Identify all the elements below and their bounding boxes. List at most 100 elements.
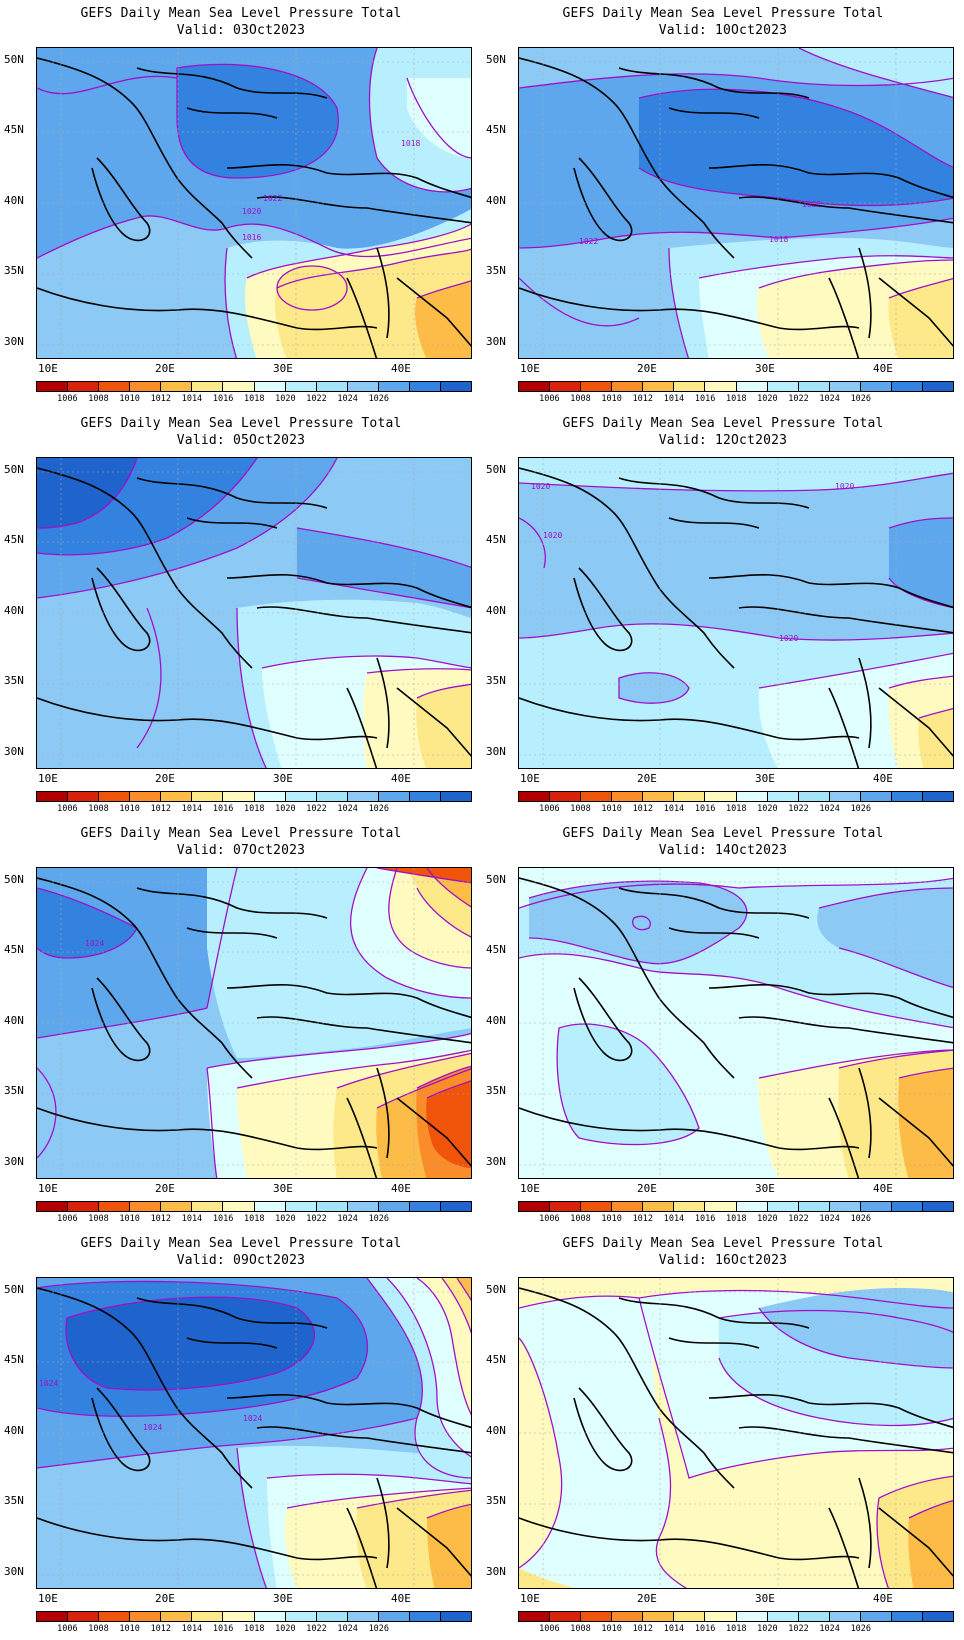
colorbar-tick-label: 1020 bbox=[757, 1624, 778, 1634]
pressure-map: 1022 1022 1018 bbox=[518, 47, 954, 359]
colorbar-swatch bbox=[612, 1612, 644, 1621]
lon-label: 40E bbox=[873, 1592, 893, 1605]
colorbar-tick-label: 1022 bbox=[306, 1214, 327, 1224]
lat-label: 40N bbox=[4, 1014, 24, 1027]
colorbar-tick-label: 1024 bbox=[819, 804, 840, 814]
colorbar-tick-label: 1018 bbox=[244, 1214, 265, 1224]
colorbar-swatch bbox=[285, 1612, 317, 1621]
colorbar-tick-label: 1014 bbox=[663, 1624, 685, 1634]
colorbar-tick-label: 1006 bbox=[57, 1214, 78, 1224]
lat-label: 50N bbox=[486, 1283, 506, 1296]
colorbar-tick-label: 1018 bbox=[726, 394, 747, 404]
colorbar-tick-label: 1026 bbox=[368, 1214, 390, 1224]
colorbar-tick-label: 1022 bbox=[788, 804, 809, 814]
colorbar-swatch bbox=[519, 1612, 551, 1621]
lat-label: 30N bbox=[4, 1565, 24, 1578]
colorbar-swatch bbox=[550, 1612, 582, 1621]
colorbar-tick-label: 1016 bbox=[212, 394, 234, 404]
colorbar-swatch bbox=[581, 382, 613, 391]
colorbar-tick-label: 1012 bbox=[632, 804, 654, 814]
colorbar-tick-label: 1020 bbox=[275, 394, 296, 404]
colorbar-tick-label: 1018 bbox=[244, 804, 265, 814]
colorbar-swatch bbox=[923, 1612, 954, 1621]
colorbar-tick-label: 1022 bbox=[788, 1214, 809, 1224]
colorbar-tick-label: 1016 bbox=[694, 804, 716, 814]
colorbar-tick-label: 1026 bbox=[368, 804, 390, 814]
colorbar-swatch bbox=[767, 1612, 799, 1621]
colorbar-tick-label: 1010 bbox=[601, 394, 622, 404]
pressure-map bbox=[518, 867, 954, 1179]
colorbar-swatch bbox=[130, 1202, 162, 1211]
lon-label: 10E bbox=[38, 772, 58, 785]
colorbar-swatch bbox=[192, 382, 224, 391]
lon-label: 30E bbox=[273, 1592, 293, 1605]
colorbar-tick-label: 1024 bbox=[337, 394, 358, 404]
colorbar-tick-label: 1022 bbox=[306, 1624, 327, 1634]
lat-label: 35N bbox=[486, 1494, 506, 1507]
colorbar-swatch bbox=[519, 382, 551, 391]
colorbar-swatch bbox=[68, 1612, 100, 1621]
colorbar-swatch bbox=[161, 382, 193, 391]
lat-label: 35N bbox=[4, 1494, 24, 1507]
colorbar-swatch bbox=[798, 1202, 830, 1211]
colorbar-tick-label: 1020 bbox=[275, 1624, 296, 1634]
colorbar-tick-label: 1026 bbox=[368, 1624, 390, 1634]
colorbar bbox=[518, 1611, 954, 1622]
map-panel-03oct: GEFS Daily Mean Sea Level Pressure Total… bbox=[0, 0, 482, 410]
colorbar-swatch bbox=[860, 1612, 892, 1621]
colorbar-tick-label: 1010 bbox=[119, 804, 140, 814]
lat-label: 30N bbox=[486, 1565, 506, 1578]
contour-label: 1024 bbox=[39, 1379, 58, 1388]
colorbar-swatch bbox=[254, 382, 286, 391]
colorbar-swatch bbox=[409, 382, 442, 391]
lat-label: 50N bbox=[4, 463, 24, 476]
colorbar-tick-label: 1010 bbox=[119, 394, 140, 404]
colorbar-swatch bbox=[347, 1612, 379, 1621]
lat-label: 50N bbox=[486, 463, 506, 476]
lat-label: 50N bbox=[4, 873, 24, 886]
colorbar-tick-label: 1006 bbox=[539, 1624, 560, 1634]
colorbar-swatch bbox=[550, 382, 582, 391]
colorbar-swatch bbox=[736, 382, 768, 391]
map-panel-05oct: GEFS Daily Mean Sea Level Pressure Total… bbox=[0, 410, 482, 820]
colorbar-swatch bbox=[891, 382, 924, 391]
colorbar-tick-label: 1018 bbox=[244, 394, 265, 404]
colorbar-swatch bbox=[441, 792, 472, 801]
lat-label: 30N bbox=[486, 745, 506, 758]
colorbar-tick-label: 1010 bbox=[119, 1214, 140, 1224]
colorbar-tick-label: 1014 bbox=[181, 394, 203, 404]
colorbar-tick-label: 1008 bbox=[88, 1624, 109, 1634]
map-panel-14oct: GEFS Daily Mean Sea Level Pressure Total… bbox=[482, 820, 964, 1230]
colorbar-swatch bbox=[254, 792, 286, 801]
colorbar-tick-label: 1008 bbox=[570, 804, 591, 814]
colorbar-tick-label: 1010 bbox=[601, 804, 622, 814]
contour-label: 1020 bbox=[242, 207, 261, 216]
lat-label: 35N bbox=[486, 674, 506, 687]
lon-label: 10E bbox=[520, 772, 540, 785]
lon-label: 20E bbox=[155, 362, 175, 375]
colorbar-tick-label: 1020 bbox=[757, 804, 778, 814]
map-panel-16oct: GEFS Daily Mean Sea Level Pressure Total… bbox=[482, 1230, 964, 1640]
colorbar-tick-label: 1016 bbox=[212, 1214, 234, 1224]
colorbar-swatch bbox=[767, 792, 799, 801]
colorbar-swatch bbox=[161, 1612, 193, 1621]
colorbar bbox=[36, 1611, 472, 1622]
panel-valid-date: Valid: 03Oct2023 bbox=[176, 23, 306, 38]
contour-label: 1022 bbox=[263, 194, 282, 203]
colorbar-tick-label: 1012 bbox=[150, 1214, 172, 1224]
colorbar-swatch bbox=[550, 792, 582, 801]
colorbar-swatch bbox=[891, 792, 924, 801]
panel-title: GEFS Daily Mean Sea Level Pressure Total bbox=[80, 6, 402, 21]
colorbar-swatch bbox=[378, 1202, 410, 1211]
colorbar-swatch bbox=[68, 382, 100, 391]
colorbar-swatch bbox=[674, 792, 706, 801]
panel-valid-date: Valid: 10Oct2023 bbox=[658, 23, 788, 38]
colorbar-swatch bbox=[643, 382, 675, 391]
colorbar-tick-label: 1022 bbox=[306, 394, 327, 404]
colorbar-tick-label: 1012 bbox=[632, 1214, 654, 1224]
colorbar-swatch bbox=[674, 1202, 706, 1211]
lat-label: 45N bbox=[4, 533, 24, 546]
colorbar-tick-label: 1018 bbox=[244, 1624, 265, 1634]
colorbar-swatch bbox=[285, 792, 317, 801]
colorbar-tick-label: 1008 bbox=[88, 1214, 109, 1224]
